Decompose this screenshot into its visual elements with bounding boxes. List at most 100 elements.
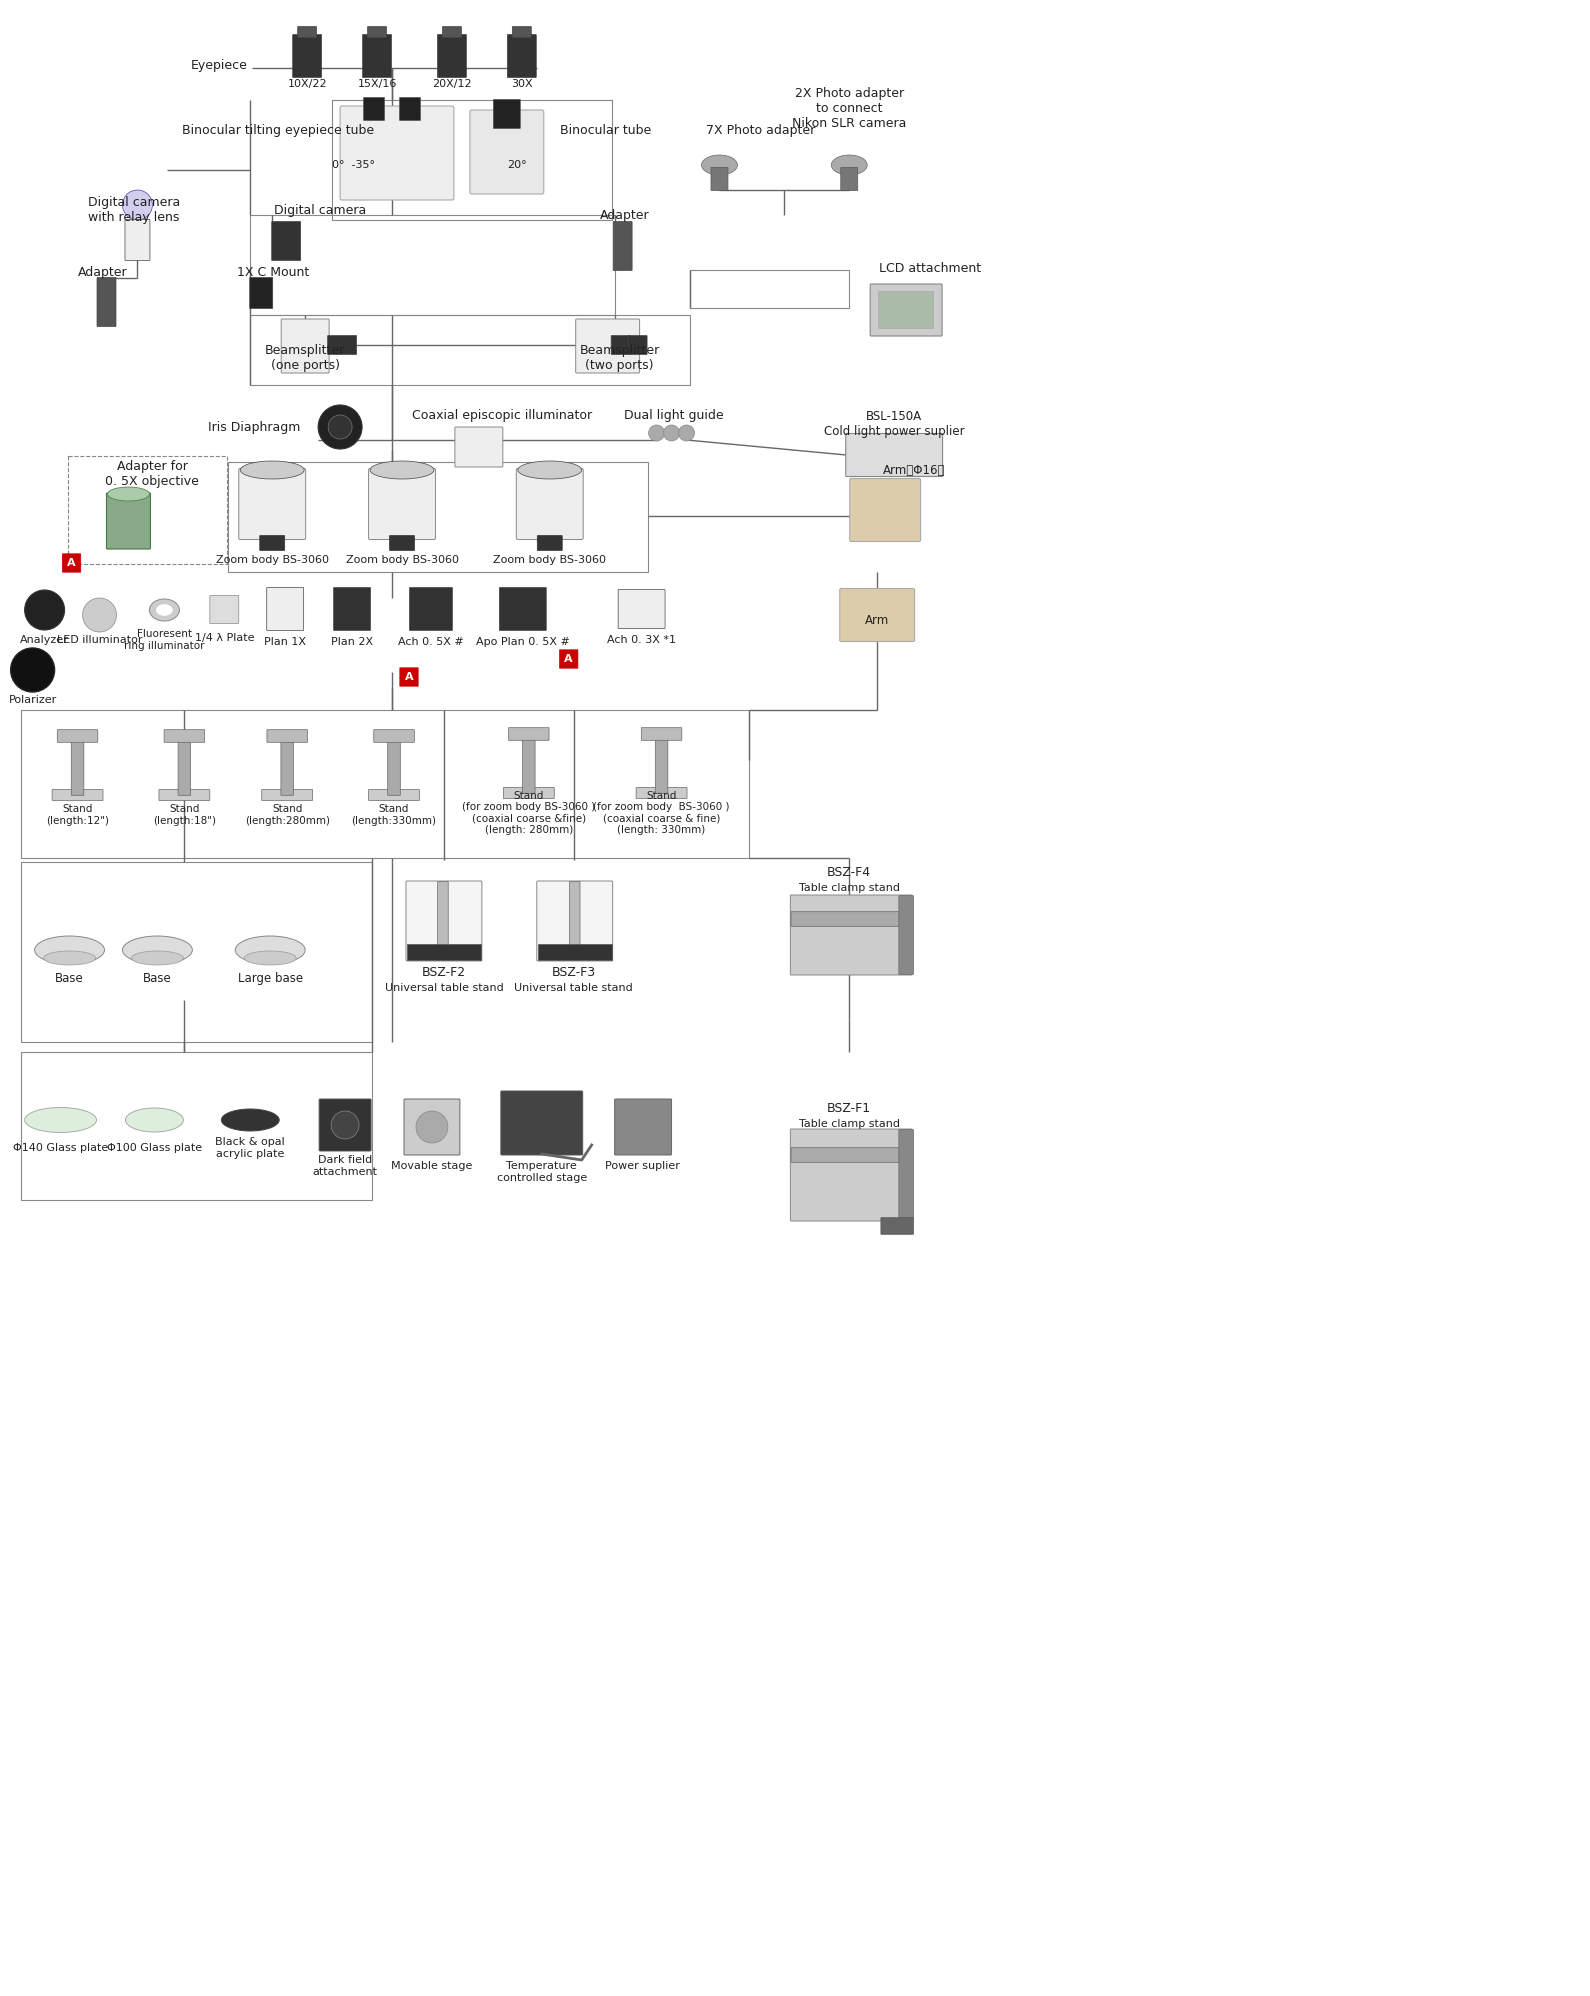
FancyBboxPatch shape	[72, 735, 84, 794]
Ellipse shape	[701, 156, 738, 176]
Text: Apo Plan 0. 5X #: Apo Plan 0. 5X #	[475, 637, 569, 647]
FancyBboxPatch shape	[615, 1100, 671, 1156]
Text: Dual light guide: Dual light guide	[623, 409, 723, 421]
Circle shape	[122, 190, 153, 220]
FancyBboxPatch shape	[281, 319, 329, 373]
Circle shape	[663, 425, 679, 441]
Text: Iris Diaphragm: Iris Diaphragm	[208, 421, 301, 433]
Text: Eyepiece: Eyepiece	[191, 58, 248, 72]
Circle shape	[328, 415, 351, 439]
Text: Polarizer: Polarizer	[8, 695, 57, 705]
FancyBboxPatch shape	[57, 731, 99, 743]
Text: Φ140 Glass plate: Φ140 Glass plate	[13, 1144, 108, 1154]
Bar	[250, 216, 615, 315]
Text: BSZ-F2: BSZ-F2	[421, 966, 466, 978]
FancyBboxPatch shape	[523, 733, 536, 792]
FancyBboxPatch shape	[97, 277, 116, 327]
FancyBboxPatch shape	[879, 291, 933, 329]
FancyBboxPatch shape	[611, 335, 630, 355]
Text: Stand
(length:18"): Stand (length:18")	[153, 804, 216, 826]
Text: LED illuminator: LED illuminator	[57, 635, 142, 645]
FancyBboxPatch shape	[293, 34, 321, 78]
FancyBboxPatch shape	[62, 553, 81, 573]
Text: 7X Photo adapter: 7X Photo adapter	[706, 124, 816, 136]
Ellipse shape	[108, 487, 149, 501]
Bar	[537, 944, 612, 960]
FancyBboxPatch shape	[881, 1218, 913, 1234]
FancyBboxPatch shape	[898, 1130, 913, 1220]
Text: Universal table stand: Universal table stand	[385, 982, 504, 992]
Text: Universal table stand: Universal table stand	[514, 982, 633, 992]
Text: 15X/16: 15X/16	[358, 80, 398, 90]
FancyBboxPatch shape	[281, 735, 294, 794]
FancyBboxPatch shape	[493, 100, 520, 128]
Text: Digital camera
with relay lens: Digital camera with relay lens	[87, 196, 180, 224]
FancyBboxPatch shape	[655, 733, 668, 792]
FancyBboxPatch shape	[517, 469, 584, 539]
Ellipse shape	[370, 461, 434, 479]
FancyBboxPatch shape	[178, 735, 191, 794]
Text: Ach 0. 3X *1: Ach 0. 3X *1	[607, 635, 676, 645]
Text: 30X: 30X	[510, 80, 533, 90]
Text: BSZ-F1: BSZ-F1	[827, 1102, 871, 1114]
Text: 1/4 λ Plate: 1/4 λ Plate	[194, 633, 254, 643]
FancyBboxPatch shape	[369, 790, 420, 800]
FancyBboxPatch shape	[898, 896, 913, 974]
Text: 0°  -35°: 0° -35°	[332, 160, 375, 170]
FancyBboxPatch shape	[238, 469, 305, 539]
Circle shape	[331, 1112, 359, 1140]
FancyBboxPatch shape	[405, 880, 482, 960]
Text: 1X C Mount: 1X C Mount	[237, 265, 310, 279]
Text: 2X Photo adapter
to connect
Nikon SLR camera: 2X Photo adapter to connect Nikon SLR ca…	[792, 86, 906, 130]
Text: Adapter: Adapter	[599, 208, 649, 222]
Text: Plan 1X: Plan 1X	[264, 637, 307, 647]
Ellipse shape	[24, 1108, 97, 1132]
Text: Fluoresent
ring illuminator: Fluoresent ring illuminator	[124, 629, 205, 651]
FancyBboxPatch shape	[369, 469, 436, 539]
FancyBboxPatch shape	[560, 651, 577, 669]
Text: Zoom body BS-3060: Zoom body BS-3060	[216, 555, 329, 565]
FancyBboxPatch shape	[399, 669, 418, 687]
FancyBboxPatch shape	[250, 277, 273, 309]
Text: Zoom body BS-3060: Zoom body BS-3060	[493, 555, 606, 565]
Text: Base: Base	[143, 972, 172, 984]
FancyBboxPatch shape	[507, 34, 536, 78]
Bar	[21, 862, 372, 1042]
Text: Stand
(length:280mm): Stand (length:280mm)	[245, 804, 329, 826]
Text: Adapter for
0. 5X objective: Adapter for 0. 5X objective	[105, 459, 199, 487]
FancyBboxPatch shape	[328, 335, 356, 355]
Text: Digital camera: Digital camera	[273, 204, 366, 216]
Text: Zoom body BS-3060: Zoom body BS-3060	[345, 555, 458, 565]
Text: Ach 0. 5X #: Ach 0. 5X #	[398, 637, 464, 647]
FancyBboxPatch shape	[628, 335, 647, 355]
Text: A: A	[405, 673, 413, 683]
Text: Black & opal
acrylic plate: Black & opal acrylic plate	[215, 1138, 285, 1160]
Text: Φ100 Glass plate: Φ100 Glass plate	[107, 1144, 202, 1154]
Text: Beamsplitter
(two ports): Beamsplitter (two ports)	[579, 343, 660, 371]
Text: Adapter: Adapter	[78, 265, 127, 279]
FancyBboxPatch shape	[614, 222, 633, 271]
Text: Table clamp stand: Table clamp stand	[798, 1120, 900, 1130]
FancyBboxPatch shape	[537, 535, 563, 551]
FancyBboxPatch shape	[792, 912, 911, 926]
Text: Plan 2X: Plan 2X	[331, 637, 374, 647]
Ellipse shape	[149, 599, 180, 621]
FancyBboxPatch shape	[340, 106, 453, 200]
FancyBboxPatch shape	[388, 735, 401, 794]
Text: Binocular tube: Binocular tube	[560, 124, 650, 136]
FancyBboxPatch shape	[455, 427, 502, 467]
Ellipse shape	[43, 950, 95, 964]
FancyBboxPatch shape	[501, 1092, 582, 1156]
FancyBboxPatch shape	[210, 595, 238, 623]
Bar	[690, 269, 849, 307]
FancyBboxPatch shape	[641, 729, 682, 741]
FancyBboxPatch shape	[504, 788, 555, 798]
Bar	[250, 315, 690, 385]
Circle shape	[83, 599, 116, 633]
FancyBboxPatch shape	[569, 882, 580, 948]
Text: Large base: Large base	[237, 972, 302, 984]
Circle shape	[24, 591, 65, 631]
Text: Stand
(length:330mm): Stand (length:330mm)	[351, 804, 437, 826]
Text: Dark field
attachment: Dark field attachment	[313, 1156, 377, 1178]
FancyBboxPatch shape	[52, 790, 103, 800]
